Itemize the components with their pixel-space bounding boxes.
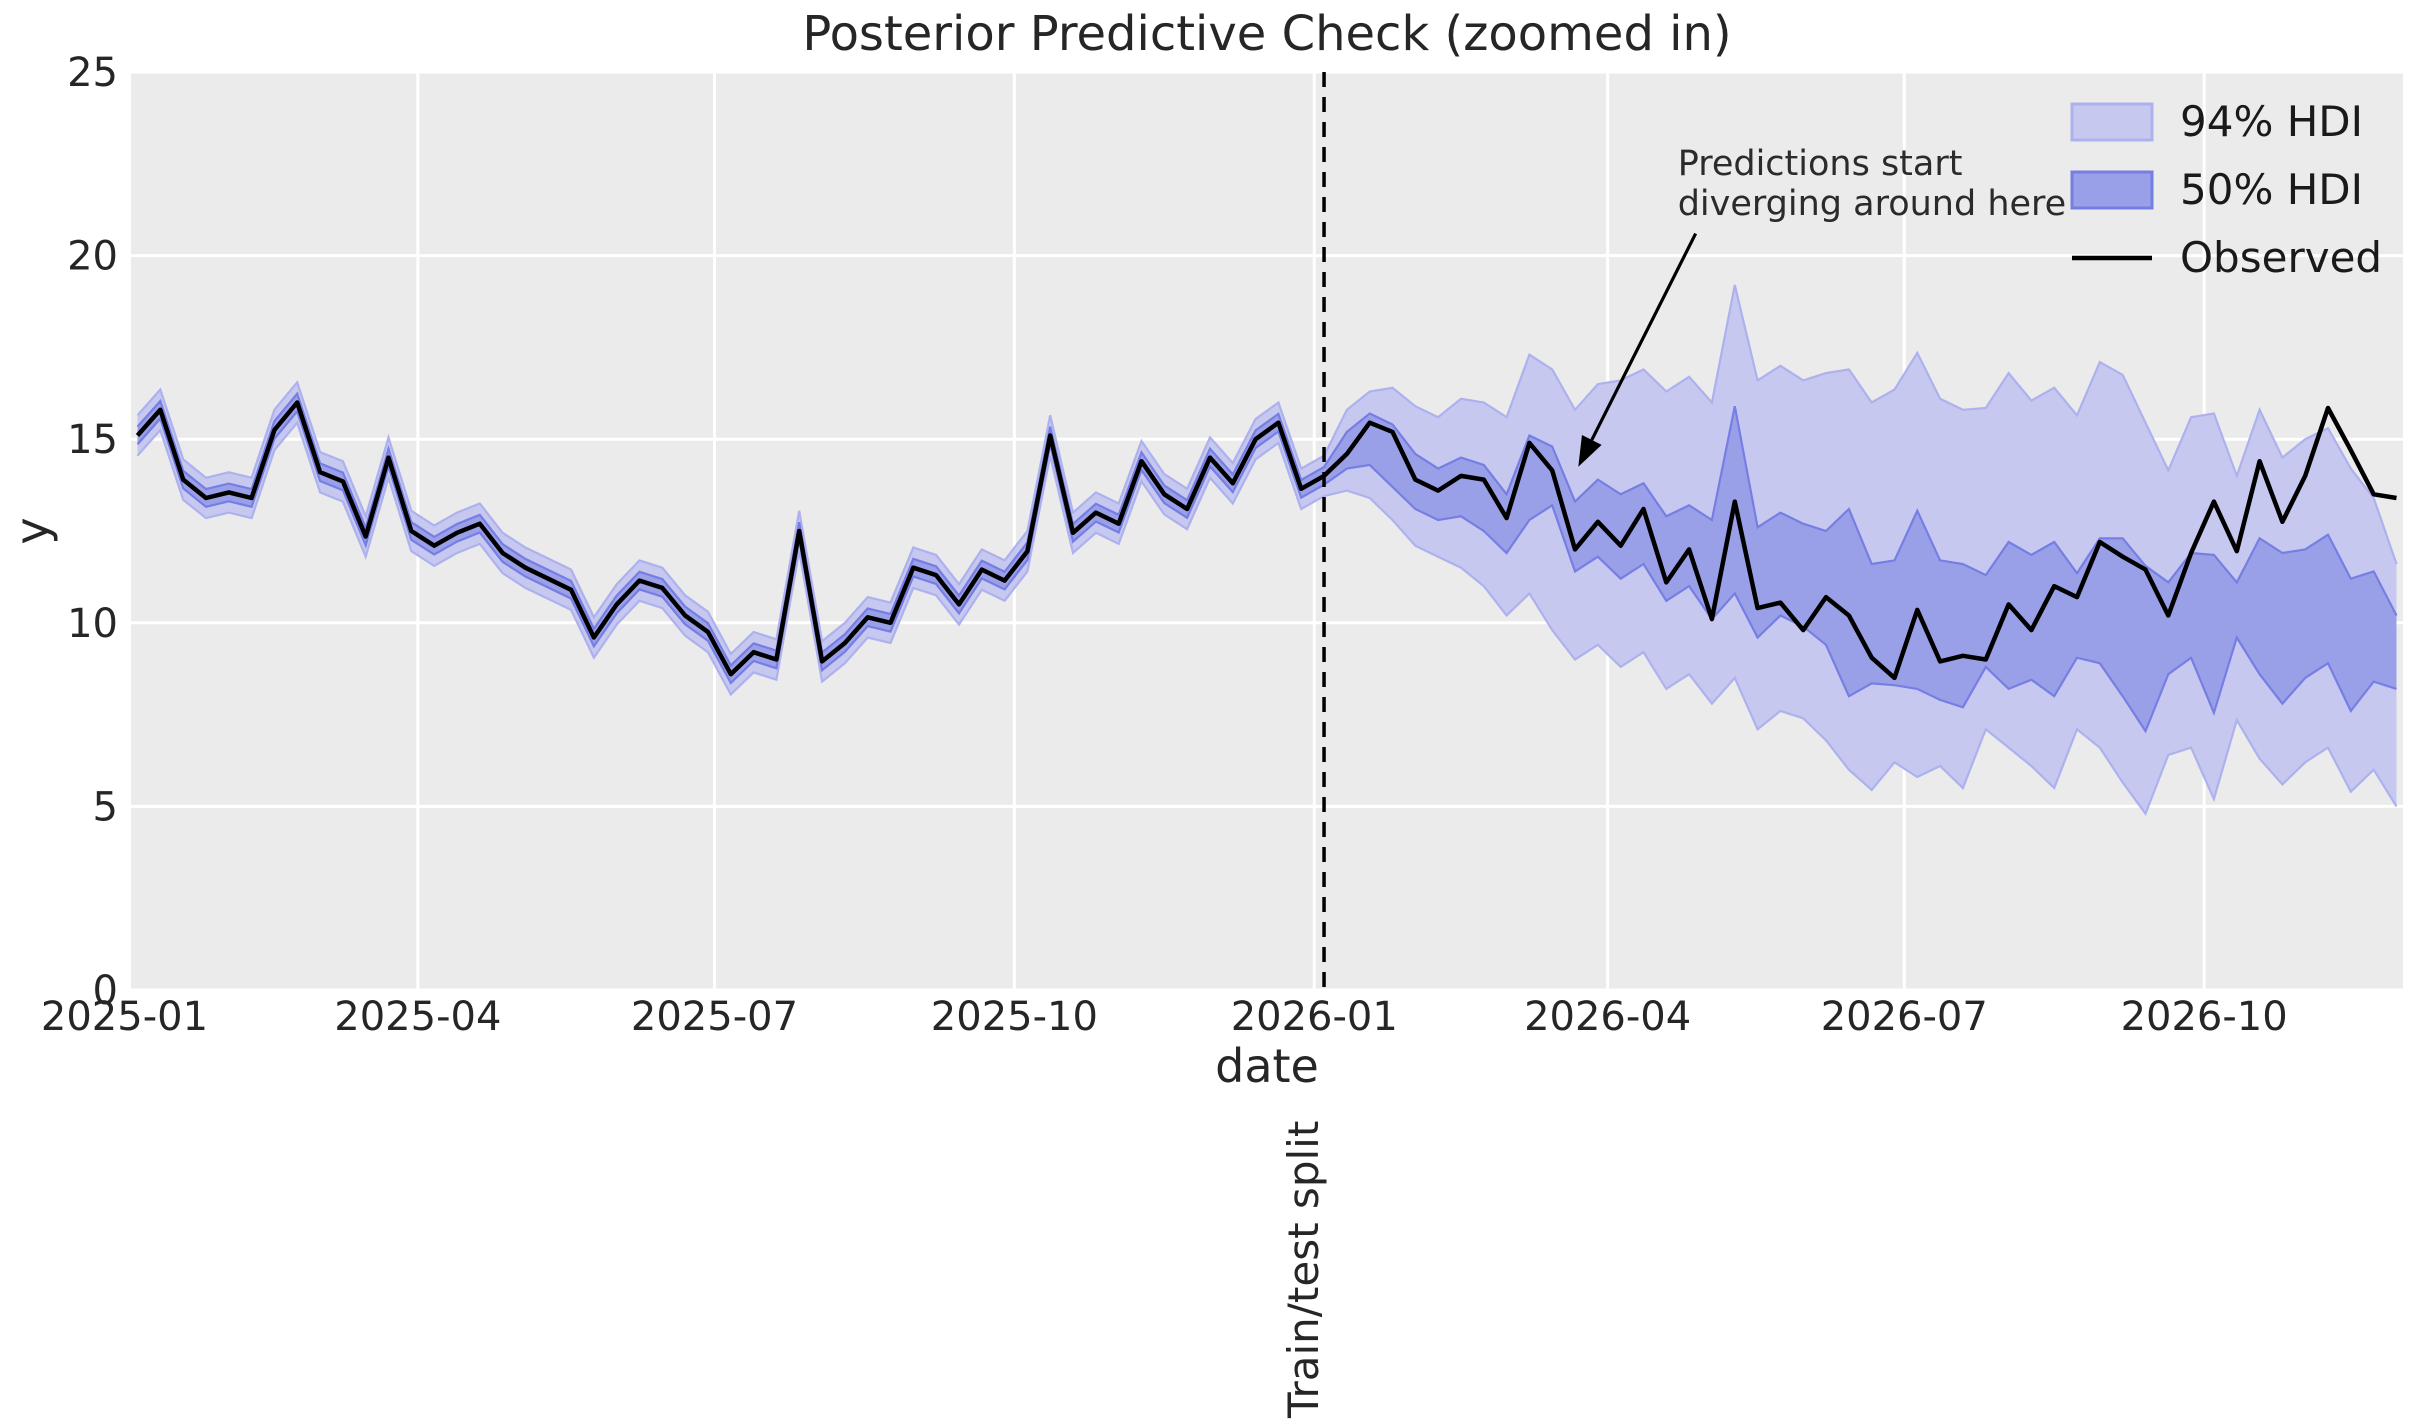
x-tick-label: 2026-10 bbox=[2121, 994, 2288, 1040]
legend-94hdi-label: 94% HDI bbox=[2180, 97, 2363, 146]
annotation-arrow bbox=[1578, 232, 1698, 467]
hdi50-upper-edge bbox=[136, 391, 2398, 668]
hdi-bands bbox=[136, 284, 2398, 816]
hdi94-upper-edge bbox=[136, 284, 2398, 656]
x-tick-label: 2025-01 bbox=[41, 994, 208, 1040]
legend: 94% HDI 50% HDI Observed bbox=[2070, 97, 2382, 282]
x-tick-label: 2026-07 bbox=[1821, 994, 1988, 1040]
observed-line bbox=[135, 400, 2397, 681]
y-tick-label: 20 bbox=[67, 234, 118, 280]
legend-50hdi-swatch bbox=[2070, 170, 2154, 210]
annotation-arrow-shaft bbox=[1590, 232, 1698, 441]
x-tick-label: 2025-10 bbox=[931, 994, 1098, 1040]
y-tick-label: 25 bbox=[67, 50, 118, 96]
x-axis-tick-labels: 2025-01 2025-04 2025-07 2025-10 2026-01 2026-… bbox=[41, 994, 2288, 1040]
chart-title: Posterior Predictive Check (zoomed in) bbox=[802, 6, 1731, 62]
y-axis-label: y bbox=[5, 517, 59, 544]
x-tick-label: 2025-04 bbox=[334, 994, 501, 1040]
x-tick-label: 2025-07 bbox=[631, 994, 798, 1040]
y-tick-label: 10 bbox=[67, 601, 118, 647]
split-label: Train/test split bbox=[1279, 1121, 1328, 1419]
hdi50-lower-edge bbox=[136, 409, 2397, 734]
y-tick-label: 15 bbox=[67, 417, 118, 463]
annotation-text-line1: Predictions start bbox=[1678, 144, 1963, 184]
legend-94hdi-swatch bbox=[2070, 102, 2154, 142]
hdi94-lower-edge bbox=[136, 420, 2398, 816]
observed-series bbox=[135, 400, 2397, 681]
x-tick-label: 2026-04 bbox=[1524, 994, 1691, 1040]
hdi94-band bbox=[137, 285, 2397, 814]
legend-50hdi-label: 50% HDI bbox=[2180, 165, 2363, 214]
y-tick-label: 0 bbox=[93, 968, 118, 1014]
annotation-text-line2: diverging around here bbox=[1678, 184, 2067, 224]
legend-observed-label: Observed bbox=[2180, 233, 2382, 282]
y-tick-label: 5 bbox=[93, 784, 118, 830]
annotation: Predictions start diverging around here bbox=[1578, 144, 2066, 467]
x-axis-label: date bbox=[1215, 1039, 1319, 1093]
x-tick-label: 2026-01 bbox=[1231, 994, 1398, 1040]
y-axis-tick-labels: 0 5 10 15 20 25 bbox=[67, 50, 118, 1014]
hdi50-band bbox=[137, 393, 2397, 732]
annotation-arrow-head bbox=[1578, 434, 1602, 467]
